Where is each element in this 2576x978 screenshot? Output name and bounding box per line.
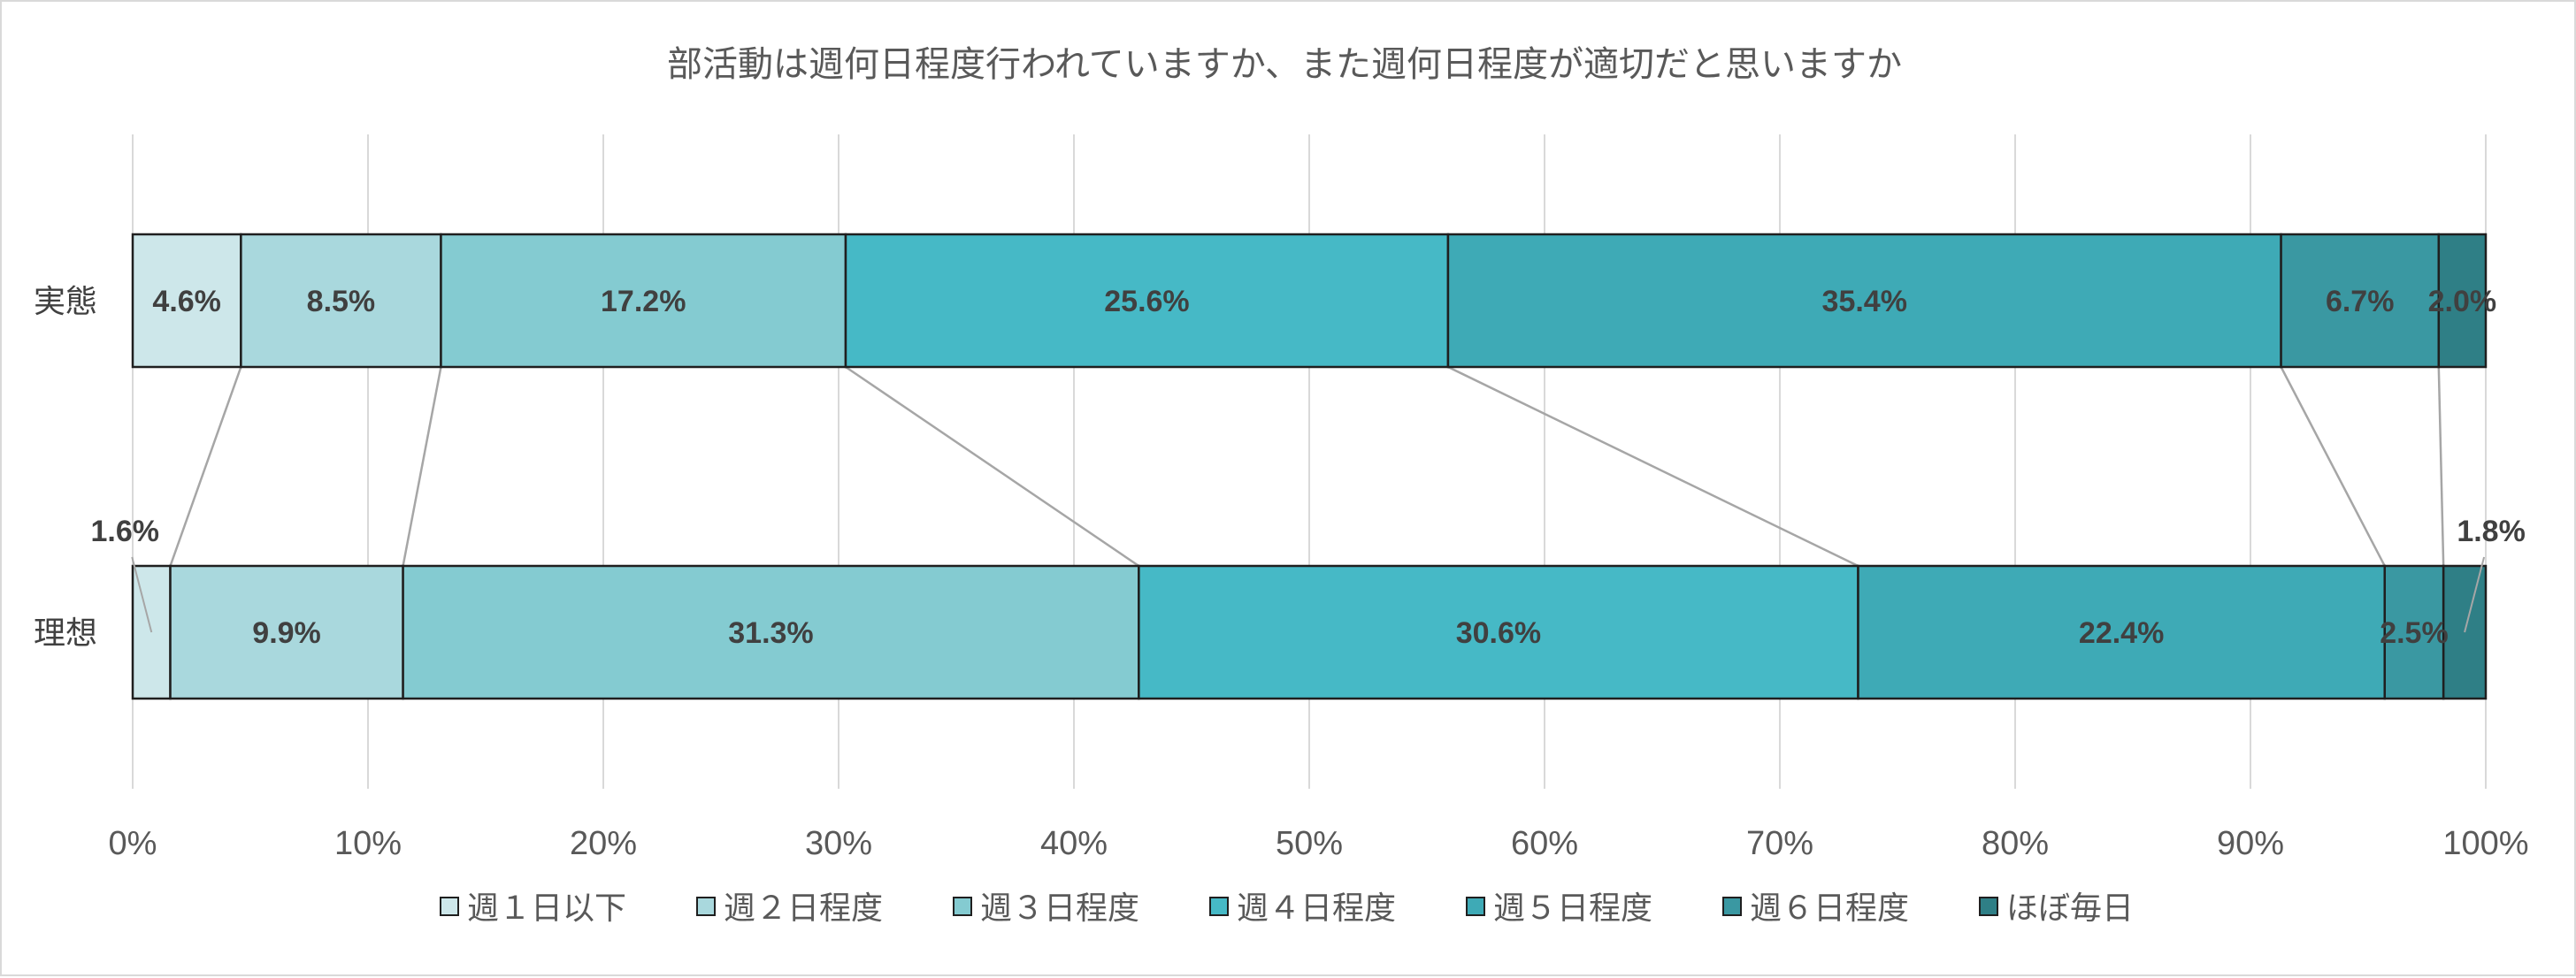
- legend-swatch: [1722, 897, 1742, 916]
- bar-segment: [131, 233, 242, 369]
- bar-segment: [2442, 564, 2488, 700]
- series-line: [845, 365, 1140, 568]
- bar-segment: [2383, 564, 2445, 700]
- x-tick-label: 80%: [1982, 825, 2049, 862]
- data-label: 30.6%: [1456, 616, 1541, 650]
- x-tick-label: 0%: [109, 825, 157, 862]
- data-label: 1.6%: [91, 515, 160, 548]
- data-label: 9.9%: [252, 616, 321, 650]
- data-label: 6.7%: [2326, 285, 2395, 318]
- legend-label: ほぼ毎日: [2006, 890, 2134, 927]
- data-label: 4.6%: [152, 285, 221, 318]
- x-tick-label: 60%: [1511, 825, 1578, 862]
- bar-segment: [2280, 233, 2441, 369]
- leader-line: [2464, 556, 2486, 633]
- legend-label: 週４日程度: [1237, 890, 1396, 927]
- category-label: 理想: [34, 615, 97, 652]
- series-line: [169, 366, 242, 567]
- bar-segment: [440, 233, 847, 369]
- leader-line: [131, 556, 153, 633]
- data-label: 25.6%: [1104, 285, 1189, 318]
- data-label: 35.4%: [1822, 285, 1907, 318]
- bar-segment: [2437, 233, 2488, 369]
- data-label: 2.5%: [2380, 616, 2449, 650]
- series-line: [2280, 366, 2386, 567]
- x-tick-label: 100%: [2442, 825, 2528, 862]
- x-tick-label: 50%: [1276, 825, 1343, 862]
- data-label: 31.3%: [728, 616, 813, 650]
- x-tick-label: 10%: [334, 825, 402, 862]
- legend-label: 週５日程度: [1493, 890, 1652, 927]
- bar-segment: [844, 233, 1450, 369]
- bar-segment: [1446, 233, 2282, 369]
- x-tick-label: 30%: [805, 825, 872, 862]
- legend-label: 週１日以下: [467, 890, 626, 927]
- legend-swatch: [953, 897, 972, 916]
- x-tick-label: 20%: [570, 825, 637, 862]
- series-line: [2437, 366, 2445, 567]
- data-label: 8.5%: [307, 285, 376, 318]
- legend-swatch: [1209, 897, 1229, 916]
- chart-title: 部活動は週何日程度行われていますか、また週何日程度が適切だと思いますか: [667, 44, 1902, 85]
- data-label: 22.4%: [2079, 616, 2164, 650]
- data-label: 1.8%: [2457, 515, 2526, 548]
- bar-segment: [1857, 564, 2386, 700]
- legend-label: 週３日程度: [980, 890, 1139, 927]
- legend-swatch: [440, 897, 459, 916]
- legend-label: 週６日程度: [1750, 890, 1909, 927]
- data-label: 2.0%: [2428, 285, 2497, 318]
- category-label: 実態: [34, 284, 97, 320]
- legend-label: 週２日程度: [724, 890, 883, 927]
- legend-swatch: [696, 897, 716, 916]
- bar-segment: [169, 564, 404, 700]
- series-line: [1447, 365, 1859, 568]
- bar-segment: [402, 564, 1140, 700]
- legend-swatch: [1466, 897, 1485, 916]
- data-label: 17.2%: [601, 285, 686, 318]
- x-tick-label: 90%: [2217, 825, 2284, 862]
- x-tick-label: 40%: [1040, 825, 1108, 862]
- x-tick-label: 70%: [1746, 825, 1813, 862]
- series-line: [402, 366, 442, 567]
- legend-swatch: [1979, 897, 1998, 916]
